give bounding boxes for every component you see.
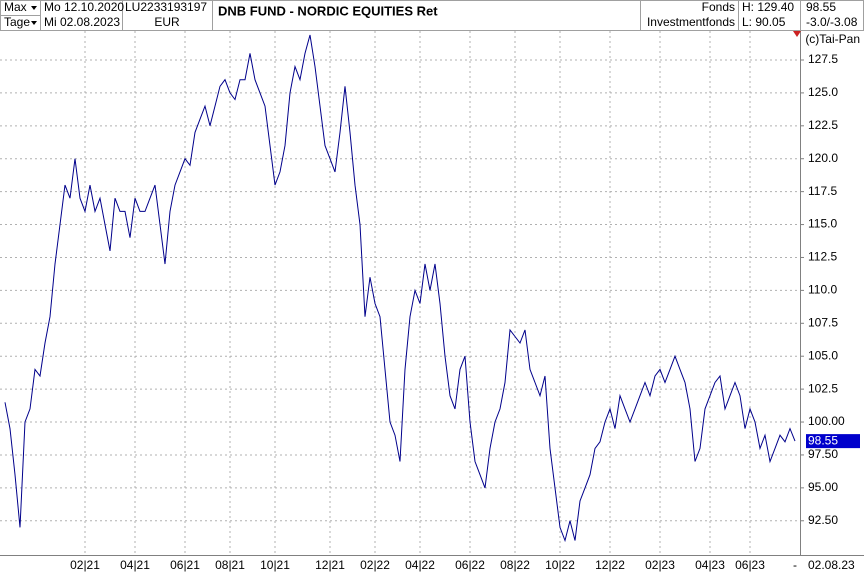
currency: EUR xyxy=(154,15,180,29)
y-tick-label: 112.5 xyxy=(808,250,837,264)
chart-title: DNB FUND - NORDIC EQUITIES Ret xyxy=(218,3,438,18)
kind-box xyxy=(640,0,739,31)
low: L: 90.05 xyxy=(742,15,786,29)
start-date: Mo 12.10.2020 xyxy=(44,0,124,14)
x-tick-label: 02|23 xyxy=(645,558,675,572)
y-tick-label: 127.5 xyxy=(808,52,838,66)
y-tick-label: 105.0 xyxy=(808,348,838,362)
y-tick-label: 120.0 xyxy=(808,151,838,165)
group: Investmentfonds xyxy=(647,15,735,29)
x-tick-label: 04|21 xyxy=(120,558,150,572)
high: H: 129.40 xyxy=(742,0,794,14)
price-line xyxy=(4,34,796,543)
last-box xyxy=(800,0,864,31)
x-tick-label: 04|23 xyxy=(695,558,725,572)
x-tick-label: 06|22 xyxy=(455,558,485,572)
x-tick-label: 08|22 xyxy=(500,558,530,572)
y-tick-label: 100.00 xyxy=(808,414,845,428)
last-price-label: 98.55 xyxy=(808,433,838,447)
y-tick-label: 125.0 xyxy=(808,85,838,99)
x-tick-label: 12|21 xyxy=(315,558,345,572)
x-tick-label: 10|22 xyxy=(545,558,575,572)
y-tick-label: 95.00 xyxy=(808,480,838,494)
dropdown-arrow[interactable] xyxy=(31,6,37,10)
y-tick-label: 97.50 xyxy=(808,447,838,461)
end-label: 02.08.23 xyxy=(808,558,855,572)
x-tick-label: 12|22 xyxy=(595,558,625,572)
last: 98.55 xyxy=(806,0,836,14)
y-tick-label: 115.0 xyxy=(808,217,837,231)
x-tick-label: 02|21 xyxy=(70,558,100,572)
y-tick-label: 102.5 xyxy=(808,381,838,395)
range-box xyxy=(738,0,801,31)
end-date: Mi 02.08.2023 xyxy=(44,15,120,29)
end-marker: - xyxy=(793,558,797,572)
x-tick-label: 04|22 xyxy=(405,558,435,572)
x-tick-label: 06|23 xyxy=(735,558,765,572)
y-tick-label: 92.50 xyxy=(808,513,838,527)
x-tick-label: 08|21 xyxy=(215,558,245,572)
x-tick-label: 10|21 xyxy=(260,558,290,572)
dropdown-arrow[interactable] xyxy=(31,21,37,25)
y-tick-label: 117.5 xyxy=(808,184,837,198)
date-box xyxy=(40,0,123,31)
copyright: (c)Tai-Pan xyxy=(805,32,860,46)
y-tick-label: 110.0 xyxy=(808,283,837,297)
x-tick-label: 06|21 xyxy=(170,558,200,572)
x-tick-label: 02|22 xyxy=(360,558,390,572)
y-tick-label: 122.5 xyxy=(808,118,838,132)
change: -3.0/-3.08 xyxy=(806,15,858,29)
kind: Fonds xyxy=(702,0,735,14)
unit[interactable]: Tage xyxy=(4,15,30,29)
marker xyxy=(793,31,801,37)
period[interactable]: Max xyxy=(4,0,27,14)
isin: LU2233193197 xyxy=(125,0,207,14)
last-price-box xyxy=(806,434,860,449)
y-tick-label: 107.5 xyxy=(808,315,838,329)
